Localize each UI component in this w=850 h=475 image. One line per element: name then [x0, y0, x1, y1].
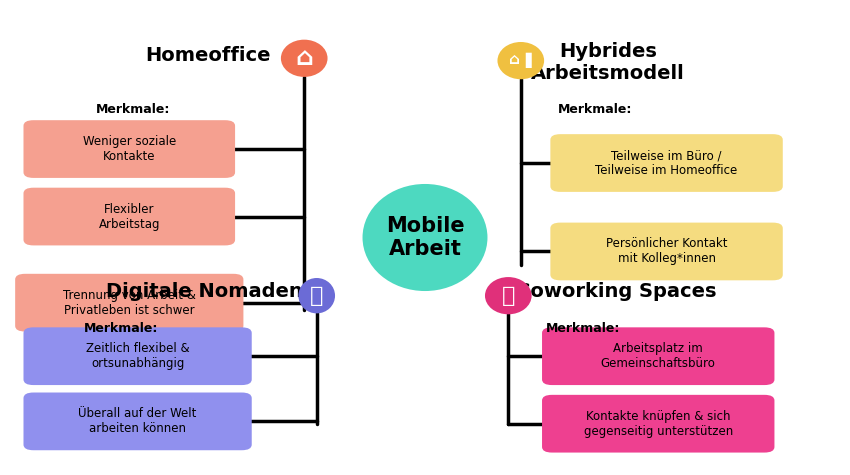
- FancyBboxPatch shape: [542, 327, 774, 385]
- Ellipse shape: [485, 277, 531, 314]
- FancyBboxPatch shape: [24, 327, 252, 385]
- Text: Hybrides
Arbeitsmodell: Hybrides Arbeitsmodell: [531, 42, 685, 84]
- Text: 🌴: 🌴: [310, 285, 323, 306]
- Ellipse shape: [280, 39, 327, 77]
- FancyBboxPatch shape: [550, 134, 783, 192]
- Text: Merkmale:: Merkmale:: [96, 103, 170, 116]
- Ellipse shape: [362, 184, 488, 291]
- Text: Weniger soziale
Kontakte: Weniger soziale Kontakte: [82, 135, 176, 163]
- FancyBboxPatch shape: [550, 223, 783, 280]
- Text: Coworking Spaces: Coworking Spaces: [516, 282, 717, 301]
- Text: Digitale Nomaden: Digitale Nomaden: [106, 282, 303, 301]
- Text: Merkmale:: Merkmale:: [546, 322, 620, 335]
- FancyBboxPatch shape: [24, 392, 252, 450]
- FancyBboxPatch shape: [24, 120, 235, 178]
- FancyBboxPatch shape: [15, 274, 243, 332]
- Text: ⌂▐: ⌂▐: [509, 53, 532, 68]
- Text: Teilweise im Büro /
Teilweise im Homeoffice: Teilweise im Büro / Teilweise im Homeoff…: [596, 149, 738, 177]
- Text: Trennung von Arbeit &
Privatleben ist schwer: Trennung von Arbeit & Privatleben ist sc…: [63, 289, 196, 317]
- Text: 👥: 👥: [502, 285, 515, 306]
- Ellipse shape: [298, 278, 335, 314]
- Text: ⌂: ⌂: [295, 46, 313, 70]
- Text: Zeitlich flexibel &
ortsunabhängig: Zeitlich flexibel & ortsunabhängig: [86, 342, 190, 370]
- Text: Mobile
Arbeit: Mobile Arbeit: [386, 216, 464, 259]
- Text: Überall auf der Welt
arbeiten können: Überall auf der Welt arbeiten können: [78, 408, 197, 436]
- Text: Flexibler
Arbeitstag: Flexibler Arbeitstag: [99, 202, 160, 230]
- Text: Arbeitsplatz im
Gemeinschaftsbüro: Arbeitsplatz im Gemeinschaftsbüro: [601, 342, 716, 370]
- Text: Persönlicher Kontakt
mit Kolleg*innen: Persönlicher Kontakt mit Kolleg*innen: [606, 238, 728, 266]
- FancyBboxPatch shape: [24, 188, 235, 246]
- Text: Merkmale:: Merkmale:: [83, 322, 158, 335]
- Ellipse shape: [497, 42, 544, 79]
- Text: Kontakte knüpfen & sich
gegenseitig unterstützen: Kontakte knüpfen & sich gegenseitig unte…: [584, 410, 733, 437]
- Text: Merkmale:: Merkmale:: [558, 103, 632, 116]
- Text: Homeoffice: Homeoffice: [145, 47, 271, 66]
- FancyBboxPatch shape: [542, 395, 774, 453]
